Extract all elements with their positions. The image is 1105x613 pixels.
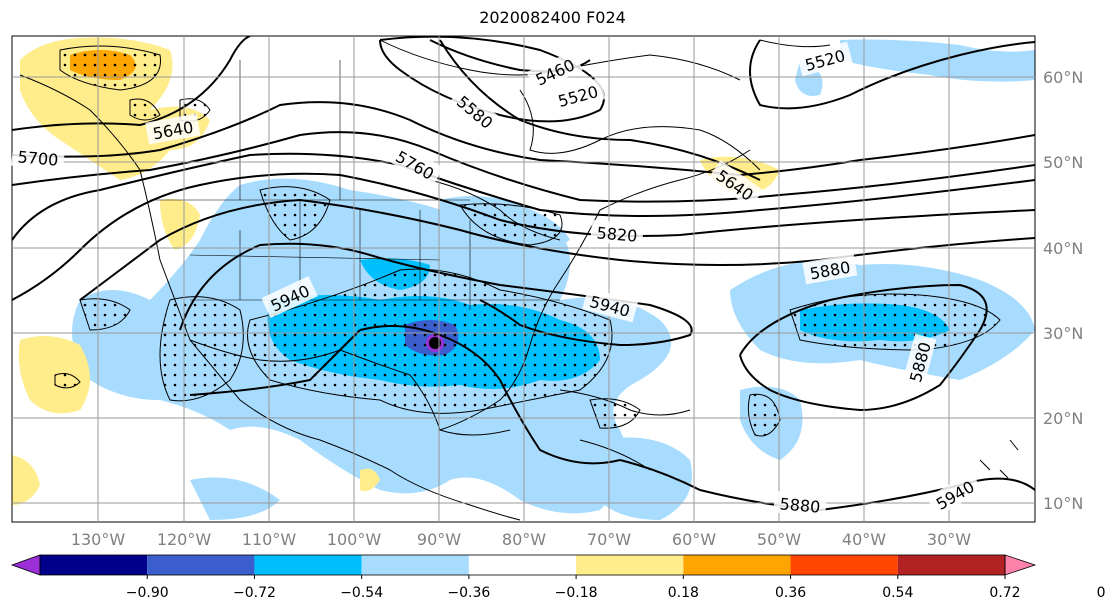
colorbar-segment — [683, 555, 791, 575]
colorbar-tick-label: 0.54 — [882, 585, 913, 601]
longitude-label: 70°W — [587, 530, 631, 549]
longitude-label: 90°W — [417, 530, 461, 549]
longitude-labels: 130°W 120°W 110°W 100°W 90°W 80°W 70°W 60°W 50°W… — [71, 530, 971, 549]
latitude-label: 10°N — [1043, 494, 1083, 513]
longitude-label: 80°W — [502, 530, 546, 549]
latitude-label: 40°N — [1043, 239, 1083, 258]
longitude-label: 50°W — [757, 530, 801, 549]
colorbar-tick-label: 0.90 — [1097, 585, 1105, 601]
colorbar-extend-right — [1004, 554, 1037, 576]
colorbar-tick-label: −0.36 — [447, 585, 490, 601]
longitude-label: 30°W — [927, 530, 971, 549]
colorbar-tick-label: 0.18 — [668, 585, 699, 601]
latitude-label: 30°N — [1043, 324, 1083, 343]
map-title: 2020082400 F024 — [479, 8, 626, 27]
political-borders — [150, 60, 560, 310]
gridlines — [12, 36, 1035, 522]
negative-anomaly-light — [72, 39, 1035, 520]
colorbar-segment — [40, 555, 148, 575]
colorbar-tick-label: −0.54 — [340, 585, 383, 601]
longitude-label: 130°W — [71, 530, 126, 549]
colorbar-segment — [147, 555, 255, 575]
colorbar-segment — [361, 555, 469, 575]
colorbar-tick-label: −0.18 — [555, 585, 598, 601]
longitude-label: 100°W — [327, 530, 382, 549]
contour-label: 5700 — [17, 147, 59, 169]
contour-label: 5820 — [596, 223, 638, 245]
contour-label: 5520 — [556, 82, 600, 111]
longitude-label: 60°W — [672, 530, 716, 549]
coastlines — [19, 39, 1019, 521]
latitude-labels: 60°N 50°N 40°N 30°N 20°N 10°N — [1043, 68, 1083, 513]
colorbar-segment — [254, 555, 362, 575]
colorbar-segment — [897, 555, 1005, 575]
latitude-label: 50°N — [1043, 153, 1083, 172]
latitude-label: 20°N — [1043, 409, 1083, 428]
colorbar-segment — [790, 555, 898, 575]
longitude-label: 40°W — [842, 530, 886, 549]
colorbar-segment — [468, 555, 577, 575]
colorbar: −0.90 −0.72 −0.54 −0.36 −0.18 0.18 0.36 0.54 0.7… — [10, 554, 1105, 601]
colorbar-tick-label: −0.72 — [233, 585, 276, 601]
longitude-label: 110°W — [242, 530, 297, 549]
colorbar-tick-label: 0.72 — [989, 585, 1020, 601]
contour-label: 5520 — [803, 46, 847, 75]
contour-label: 5880 — [779, 494, 821, 516]
colorbar-tick-label: −0.90 — [126, 585, 169, 601]
colorbar-extend-left — [10, 554, 41, 576]
colorbar-tick-label: 0.36 — [775, 585, 806, 601]
latitude-label: 60°N — [1043, 68, 1083, 87]
colorbar-segment — [576, 555, 684, 575]
longitude-label: 120°W — [157, 530, 212, 549]
